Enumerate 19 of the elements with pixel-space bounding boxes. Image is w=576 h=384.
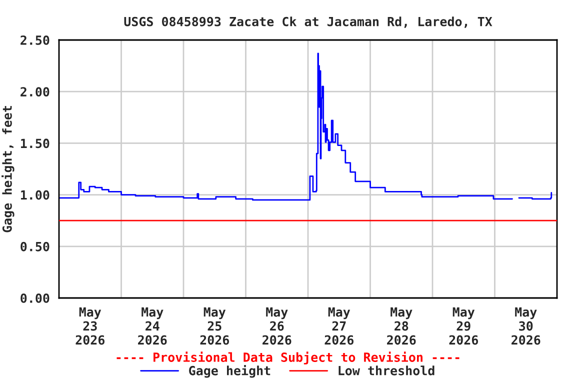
x-tick-label: May 30 2026 bbox=[512, 307, 540, 345]
y-tick-label: 0.50 bbox=[20, 242, 50, 252]
x-tick-label: May 25 2026 bbox=[200, 307, 229, 345]
y-axis-title: Gage height, feet bbox=[2, 106, 14, 232]
legend-label: Gage height bbox=[189, 364, 270, 378]
x-tick-label: May 26 2026 bbox=[262, 307, 292, 345]
x-tick-label: May 28 2026 bbox=[387, 307, 416, 345]
y-tick-label: 2.50 bbox=[20, 35, 50, 45]
chart-title: USGS 08458993 Zacate Ck at Jacaman Rd, Laredo, TX bbox=[124, 16, 492, 28]
x-tick-label: May 23 2026 bbox=[76, 307, 104, 345]
y-tick-label: 2.00 bbox=[20, 87, 50, 97]
y-tick-label: 1.00 bbox=[21, 190, 50, 200]
legend-label: Low threshold bbox=[338, 366, 434, 376]
text: ---- Provisional Data Subject to Revision ---- bbox=[116, 352, 460, 364]
x-tick-label: May 29 2026 bbox=[449, 307, 478, 345]
y-tick-label: 1.50 bbox=[21, 138, 50, 148]
x-tick-label: May 24 2026 bbox=[138, 307, 167, 345]
y-tick-label: 0.00 bbox=[20, 293, 50, 303]
x-tick-label: May 27 2026 bbox=[324, 307, 354, 345]
